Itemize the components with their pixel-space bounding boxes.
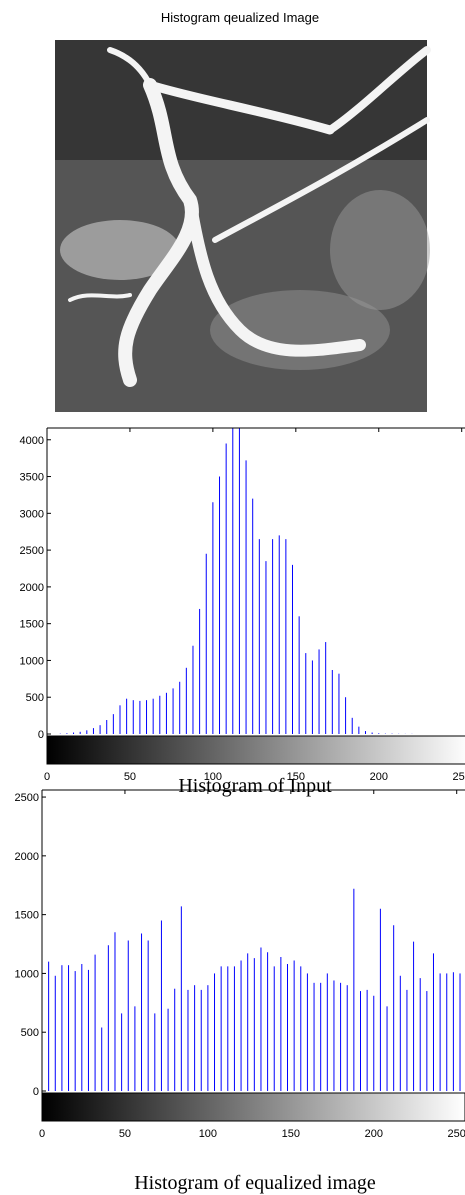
x-tick-label: 250 bbox=[453, 771, 465, 783]
plot-area bbox=[42, 888, 461, 1091]
y-tick-label: 1000 bbox=[15, 968, 39, 980]
colorbar bbox=[41, 1092, 465, 1122]
y-tick-label: 1500 bbox=[15, 910, 39, 922]
y-tick-label: 0 bbox=[38, 729, 44, 741]
x-tick-label: 100 bbox=[204, 771, 222, 783]
colorbar bbox=[46, 735, 465, 765]
y-tick-label: 4000 bbox=[20, 435, 44, 447]
x-tick-label: 200 bbox=[365, 1128, 383, 1140]
x-tick-label: 250 bbox=[448, 1128, 465, 1140]
chart-title: Histogram of equalized image bbox=[134, 1172, 376, 1194]
y-tick-label: 2000 bbox=[15, 851, 39, 863]
x-tick-label: 100 bbox=[199, 1128, 217, 1140]
y-tick-label: 500 bbox=[21, 1027, 39, 1039]
y-tick-label: 3000 bbox=[20, 508, 44, 520]
x-tick-label: 50 bbox=[119, 1128, 131, 1140]
y-tick-label: 0 bbox=[33, 1086, 39, 1098]
image bbox=[55, 40, 431, 412]
y-tick-label: 3500 bbox=[20, 472, 44, 484]
x-tick-label: 200 bbox=[370, 771, 388, 783]
x-tick-label: 150 bbox=[287, 771, 305, 783]
y-tick-label: 2500 bbox=[15, 792, 39, 804]
x-tick-label: 50 bbox=[124, 771, 136, 783]
x-tick-label: 150 bbox=[282, 1128, 300, 1140]
y-tick-label: 500 bbox=[26, 692, 44, 704]
chart-title: Histogram of Input bbox=[178, 775, 332, 797]
x-tick-label: 0 bbox=[44, 771, 50, 783]
y-tick-label: 2000 bbox=[20, 582, 44, 594]
y-tick-label: 1000 bbox=[20, 655, 44, 667]
y-tick-label: 2500 bbox=[20, 545, 44, 557]
x-tick-label: 0 bbox=[39, 1128, 45, 1140]
plot-area bbox=[59, 428, 413, 734]
image-title: Histogram qeualized Image bbox=[161, 10, 319, 25]
y-tick-label: 1500 bbox=[20, 619, 44, 631]
